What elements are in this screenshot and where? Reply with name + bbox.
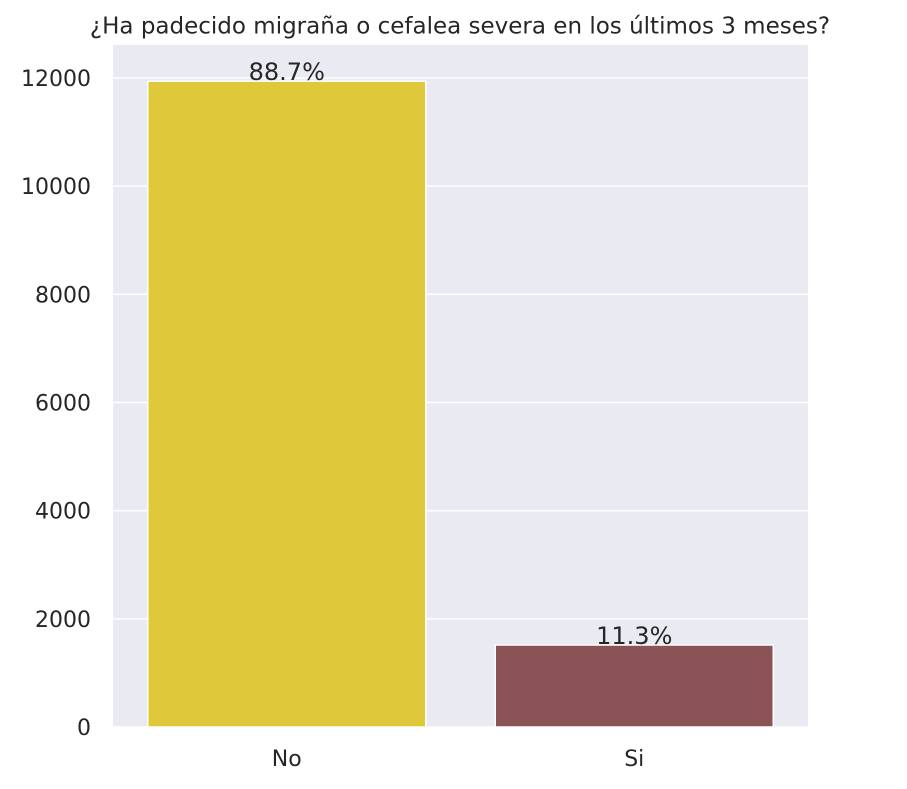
y-tick-label: 0 [77, 716, 91, 741]
x-tick-label: No [272, 747, 302, 772]
y-tick-label: 6000 [35, 391, 91, 416]
y-tick-label: 10000 [21, 175, 91, 200]
y-tick-label: 2000 [35, 608, 91, 633]
y-tick-label: 8000 [35, 283, 91, 308]
y-tick-label: 12000 [21, 67, 91, 92]
y-tick-label: 4000 [35, 500, 91, 525]
chart-title: ¿Ha padecido migraña o cefalea severa en… [90, 14, 830, 40]
bar [494, 644, 774, 728]
bar-annotation: 11.3% [596, 622, 672, 650]
bar-annotation: 88.7% [249, 58, 325, 86]
x-tick-label: Si [624, 747, 644, 772]
bar [147, 80, 427, 728]
